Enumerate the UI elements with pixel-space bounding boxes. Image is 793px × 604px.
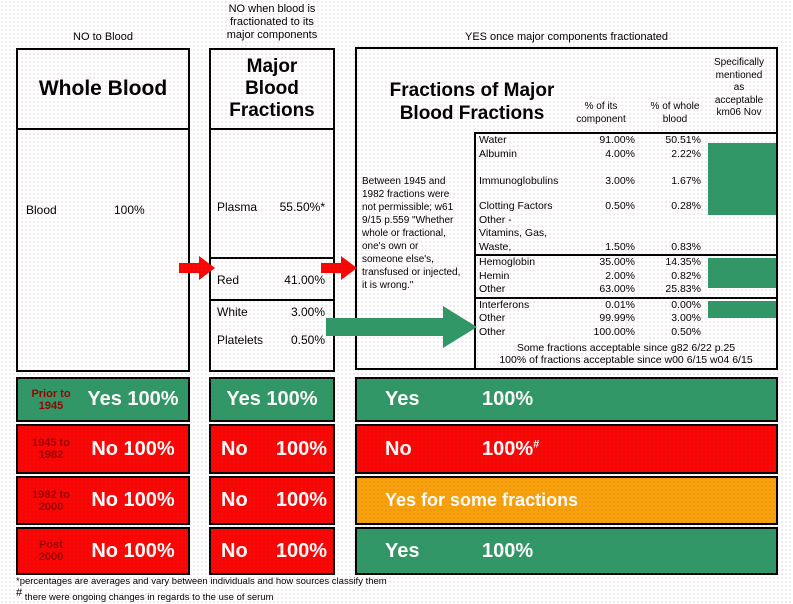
arrow-shaft xyxy=(321,263,343,273)
red-arrow-icon xyxy=(321,256,357,280)
band-1945-1982-whole-blood: 1945 to 1982 No 100% xyxy=(16,424,190,474)
band-post2000-major: No 100% xyxy=(209,527,335,575)
plasma-label: Plasma xyxy=(217,200,258,214)
band-1982-2000-whole-blood: 1982 to 2000 No 100% xyxy=(16,476,190,525)
footnote-hash-text: there were ongoing changes in regards to… xyxy=(24,592,274,604)
hash-marker: # xyxy=(16,587,23,599)
platelets-value: 0.50% xyxy=(290,333,325,347)
header-pct-whole-blood: % of whole blood xyxy=(650,101,700,125)
period-label: 1982 to 2000 xyxy=(32,488,70,513)
band-post2000-whole-blood: Post 2000 No 100% xyxy=(16,527,190,575)
band-prior1945-fractions: Yes 100% xyxy=(355,377,778,422)
label-no-to-blood: NO to Blood xyxy=(73,31,133,43)
table-footnote-2: 100% of fractions acceptable since w00 6… xyxy=(499,354,753,366)
band-pct: 100%# xyxy=(482,437,540,460)
blood-label: Blood xyxy=(26,203,57,217)
green-arrow-icon xyxy=(326,306,478,348)
hash-footnote-marker: # xyxy=(533,437,540,450)
table-row: Other 99.99% 3.00% xyxy=(479,312,701,324)
band-verdict: Yes xyxy=(385,388,420,410)
band-pct: 100% xyxy=(275,437,327,460)
quote-1945-1982: Between 1945 and 1982 fractions were not… xyxy=(362,176,461,291)
band-verdict: Yes xyxy=(385,539,420,562)
arrow-shaft xyxy=(326,318,446,336)
band-pct: 100% xyxy=(275,489,327,511)
period-label: Prior to 1945 xyxy=(31,387,71,412)
band-1982-2000-major: No 100% xyxy=(209,476,335,525)
major-fractions-box: Major Blood Fractions Plasma 55.50%* Red… xyxy=(209,48,335,372)
table-footnote-1: Some fractions acceptable since g82 6/22… xyxy=(516,342,736,354)
band-verdict: No xyxy=(221,437,248,460)
table-row: Hemoglobin 35.00% 14.35% xyxy=(476,254,776,270)
divider xyxy=(474,132,476,368)
band-verdict: No xyxy=(221,539,248,562)
arrow-head xyxy=(341,256,357,280)
band-prior1945-major: Yes 100% xyxy=(209,377,335,422)
divider xyxy=(474,132,776,134)
whole-blood-box: Whole Blood Blood 100% xyxy=(16,48,190,372)
table-row: Other - Vitamins, Gas, Waste, 1.50% 0.83% xyxy=(479,213,701,253)
band-value: Yes 100% xyxy=(226,388,318,410)
white-cells-value: 3.00% xyxy=(290,305,325,319)
fractions-title: Fractions of Major Blood Fractions xyxy=(389,80,555,124)
band-1945-1982-fractions: No 100%# xyxy=(355,424,778,474)
band-1945-1982-major: No 100% xyxy=(209,424,335,474)
plasma-row: Plasma 55.50%* xyxy=(211,200,333,214)
band-pct: 100% xyxy=(482,539,534,562)
band-pct: 100% xyxy=(482,388,534,410)
red-arrow-icon xyxy=(179,256,215,280)
header-acceptable: Specifically mentioned as acceptable km0… xyxy=(713,57,765,118)
whole-blood-title: Whole Blood xyxy=(18,50,188,130)
table-row: Other 100.00% 0.50% xyxy=(479,325,701,338)
band-1982-2000-fractions: Yes for some fractions xyxy=(355,476,778,525)
acceptable-highlight xyxy=(708,301,776,318)
white-cells-label: White xyxy=(217,305,248,319)
arrow-shaft xyxy=(179,263,201,273)
arrow-head xyxy=(199,256,215,280)
fractions-box: Fractions of Major Blood Fractions % of … xyxy=(355,47,778,370)
table-row: Clotting Factors 0.50% 0.28% xyxy=(479,200,701,212)
header-pct-component: % of its component xyxy=(576,101,626,125)
band-verdict: No xyxy=(385,437,412,460)
label-no-when-fractionated: NO when blood is fractionated to its maj… xyxy=(226,3,318,41)
table-row: Water 91.00% 50.51% xyxy=(479,134,701,146)
band-value: No 100% xyxy=(91,437,175,460)
footnote-hash: # there were ongoing changes in regards … xyxy=(16,587,274,604)
band-verdict: No xyxy=(221,489,248,511)
table-row: Interferons 0.01% 0.00% xyxy=(476,296,776,313)
red-cells-label: Red xyxy=(217,273,240,287)
label-yes-once-fractionated: YES once major components fractionated xyxy=(464,31,668,43)
divider xyxy=(211,257,333,259)
blood-value: 100% xyxy=(114,203,145,217)
plasma-value: 55.50%* xyxy=(279,200,325,214)
major-fractions-title: Major Blood Fractions xyxy=(211,50,333,130)
band-value: No 100% xyxy=(91,539,175,562)
white-cells-row: White 3.00% xyxy=(211,305,333,319)
band-value: No 100% xyxy=(91,489,175,511)
fractions-table: Water 91.00% 50.51% Albumin 4.00% 2.22% Immu… xyxy=(476,134,776,366)
acceptable-highlight xyxy=(708,143,776,215)
band-prior1945-whole-blood: Prior to 1945 Yes 100% xyxy=(16,377,190,422)
table-row: Other 63.00% 25.83% xyxy=(479,283,701,295)
band-text: Yes for some fractions xyxy=(385,490,579,510)
arrow-head xyxy=(443,306,477,348)
acceptable-highlight xyxy=(708,258,776,288)
footnote-asterisk: *percentages are averages and vary betwe… xyxy=(16,576,387,587)
band-value: Yes 100% xyxy=(87,388,179,410)
band-pct: 100% xyxy=(275,539,327,562)
band-post2000-fractions: Yes 100% xyxy=(355,527,778,575)
red-cells-row: Red 41.00% xyxy=(211,273,333,287)
platelets-label: Platelets xyxy=(217,333,264,347)
divider xyxy=(211,299,333,301)
table-row: Immunoglobulins 3.00% 1.67% xyxy=(479,174,701,187)
table-row: Albumin 4.00% 2.22% xyxy=(479,147,701,160)
table-row: Hemin 2.00% 0.82% xyxy=(479,269,701,282)
period-label: 1945 to 1982 xyxy=(32,437,70,461)
period-label: Post 2000 xyxy=(38,539,64,563)
platelets-row: Platelets 0.50% xyxy=(211,333,333,347)
red-cells-value: 41.00% xyxy=(284,273,325,287)
